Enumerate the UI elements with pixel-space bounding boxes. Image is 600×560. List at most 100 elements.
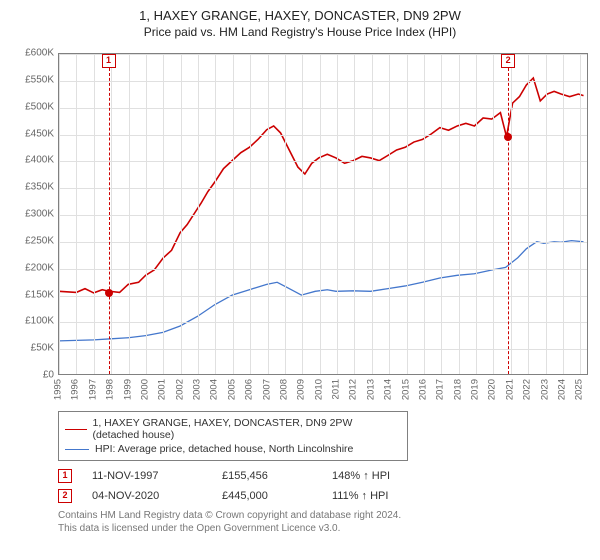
plot-area: 12 xyxy=(58,53,588,375)
x-axis-label: 2015 xyxy=(400,379,411,400)
event-badge: 2 xyxy=(58,489,72,503)
event-badge: 1 xyxy=(58,469,72,483)
y-axis-label: £550K xyxy=(12,74,54,85)
x-axis-label: 2023 xyxy=(539,379,550,400)
chart-area: 12 £0 £50K £100K £150K £200K £250K £300K £350K £… xyxy=(12,47,588,409)
x-gridline xyxy=(129,54,130,374)
event-row: 2 04-NOV-2020 £445,000 111% ↑ HPI xyxy=(58,489,588,503)
x-gridline xyxy=(111,54,112,374)
event-hpi-pct: 111% ↑ HPI xyxy=(332,490,388,502)
x-axis-label: 2008 xyxy=(278,379,289,400)
event-price: £445,000 xyxy=(222,490,312,502)
event-marker-line xyxy=(508,68,509,374)
y-axis-label: £600K xyxy=(12,48,54,59)
legend-label: HPI: Average price, detached house, Nort… xyxy=(95,443,353,455)
y-axis-label: £0 xyxy=(12,370,54,381)
x-gridline xyxy=(354,54,355,374)
y-axis-label: £100K xyxy=(12,316,54,327)
legend: 1, HAXEY GRANGE, HAXEY, DONCASTER, DN9 2… xyxy=(58,411,408,461)
x-axis-label: 2002 xyxy=(174,379,185,400)
legend-swatch xyxy=(65,429,87,430)
event-marker-badge: 1 xyxy=(102,54,116,68)
y-axis-label: £450K xyxy=(12,128,54,139)
x-gridline xyxy=(215,54,216,374)
x-gridline xyxy=(493,54,494,374)
event-row: 1 11-NOV-1997 £155,456 148% ↑ HPI xyxy=(58,469,588,483)
event-date: 11-NOV-1997 xyxy=(92,470,202,482)
x-gridline xyxy=(441,54,442,374)
x-gridline xyxy=(94,54,95,374)
x-gridline xyxy=(181,54,182,374)
chart-container: 1, HAXEY GRANGE, HAXEY, DONCASTER, DN9 2… xyxy=(0,0,600,560)
x-gridline xyxy=(163,54,164,374)
x-axis-label: 2001 xyxy=(157,379,168,400)
event-marker-line xyxy=(109,68,110,374)
x-axis-label: 2018 xyxy=(452,379,463,400)
event-marker-dot xyxy=(105,289,113,297)
y-axis-label: £500K xyxy=(12,101,54,112)
x-gridline xyxy=(511,54,512,374)
footer-line1: Contains HM Land Registry data © Crown c… xyxy=(58,509,588,522)
x-axis-label: 2005 xyxy=(226,379,237,400)
series-property xyxy=(59,78,584,293)
x-axis-label: 2017 xyxy=(435,379,446,400)
x-gridline xyxy=(198,54,199,374)
event-marker-dot xyxy=(504,133,512,141)
x-axis-label: 2000 xyxy=(139,379,150,400)
x-gridline xyxy=(580,54,581,374)
x-gridline xyxy=(528,54,529,374)
title-sub: Price paid vs. HM Land Registry's House … xyxy=(12,25,588,39)
x-gridline xyxy=(59,54,60,374)
x-gridline xyxy=(250,54,251,374)
x-gridline xyxy=(372,54,373,374)
x-axis-label: 2022 xyxy=(522,379,533,400)
title-main: 1, HAXEY GRANGE, HAXEY, DONCASTER, DN9 2… xyxy=(12,8,588,23)
x-axis-label: 2009 xyxy=(296,379,307,400)
x-gridline xyxy=(459,54,460,374)
x-gridline xyxy=(476,54,477,374)
legend-label: 1, HAXEY GRANGE, HAXEY, DONCASTER, DN9 2… xyxy=(93,417,402,441)
x-axis-label: 2013 xyxy=(365,379,376,400)
x-axis-label: 2014 xyxy=(383,379,394,400)
x-gridline xyxy=(285,54,286,374)
y-axis-label: £250K xyxy=(12,235,54,246)
x-axis-label: 2006 xyxy=(244,379,255,400)
x-axis-label: 2003 xyxy=(192,379,203,400)
x-axis-label: 2004 xyxy=(209,379,220,400)
x-gridline xyxy=(424,54,425,374)
x-gridline xyxy=(407,54,408,374)
footer-attribution: Contains HM Land Registry data © Crown c… xyxy=(58,509,588,535)
x-axis-label: 1995 xyxy=(53,379,64,400)
x-axis-label: 2020 xyxy=(487,379,498,400)
y-axis-label: £350K xyxy=(12,182,54,193)
x-gridline xyxy=(563,54,564,374)
x-axis-label: 1997 xyxy=(87,379,98,400)
x-axis-label: 2012 xyxy=(348,379,359,400)
y-axis-label: £400K xyxy=(12,155,54,166)
legend-row: HPI: Average price, detached house, Nort… xyxy=(65,442,401,456)
y-axis-label: £200K xyxy=(12,262,54,273)
x-gridline xyxy=(337,54,338,374)
x-gridline xyxy=(389,54,390,374)
series-hpi xyxy=(59,241,584,341)
x-axis-label: 2010 xyxy=(313,379,324,400)
legend-row: 1, HAXEY GRANGE, HAXEY, DONCASTER, DN9 2… xyxy=(65,416,401,442)
x-axis-label: 1998 xyxy=(105,379,116,400)
event-price: £155,456 xyxy=(222,470,312,482)
footer-line2: This data is licensed under the Open Gov… xyxy=(58,522,588,535)
x-axis-label: 2016 xyxy=(417,379,428,400)
event-date: 04-NOV-2020 xyxy=(92,490,202,502)
y-axis-label: £150K xyxy=(12,289,54,300)
legend-swatch xyxy=(65,449,89,450)
x-gridline xyxy=(146,54,147,374)
y-axis-label: £50K xyxy=(12,343,54,354)
y-axis-label: £300K xyxy=(12,209,54,220)
x-gridline xyxy=(76,54,77,374)
x-gridline xyxy=(546,54,547,374)
event-hpi-pct: 148% ↑ HPI xyxy=(332,470,390,482)
x-axis-label: 2011 xyxy=(331,379,342,399)
x-gridline xyxy=(268,54,269,374)
x-axis-label: 1996 xyxy=(70,379,81,400)
x-axis-label: 2024 xyxy=(556,379,567,400)
sale-events: 1 11-NOV-1997 £155,456 148% ↑ HPI 2 04-NOV-20… xyxy=(58,469,588,503)
